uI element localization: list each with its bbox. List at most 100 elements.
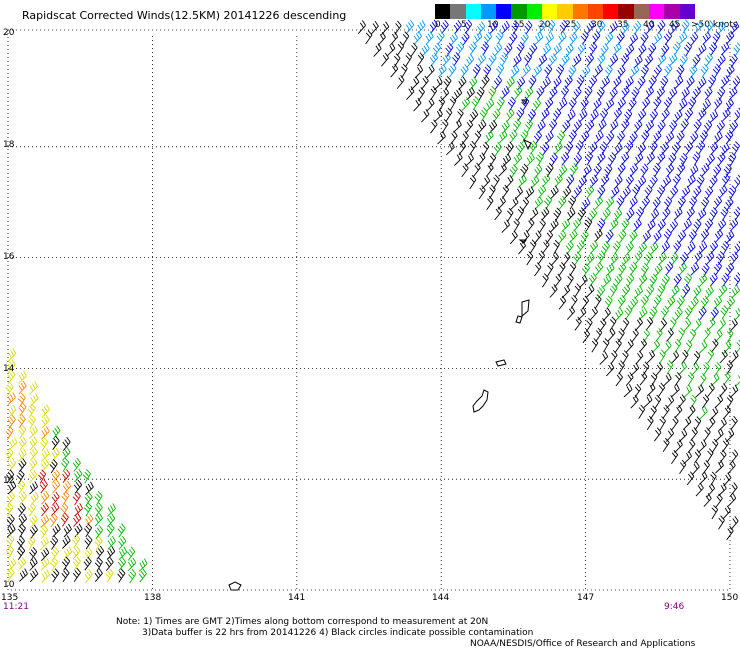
wind-barb — [526, 251, 534, 266]
wind-barb — [594, 294, 602, 309]
wind-barb — [7, 480, 17, 495]
wind-barb — [40, 514, 50, 528]
wind-barb — [665, 131, 675, 145]
wind-barb — [538, 53, 548, 68]
wind-barb — [553, 207, 562, 222]
wind-barb — [666, 360, 674, 375]
wind-barb — [614, 307, 624, 322]
wind-barb — [72, 457, 81, 472]
wind-barb — [534, 164, 543, 179]
wind-barb — [680, 118, 689, 133]
wind-barb — [72, 491, 81, 506]
wind-barb — [479, 107, 488, 122]
wind-barb — [566, 109, 576, 123]
wind-barb — [689, 394, 697, 410]
wind-barb — [621, 118, 630, 133]
wind-barb — [541, 141, 550, 156]
wind-barb — [401, 63, 408, 79]
wind-barb — [657, 251, 667, 266]
wind-barb — [556, 130, 566, 145]
wind-barb — [580, 30, 589, 45]
wind-barb — [635, 206, 645, 221]
wind-barb — [693, 285, 702, 299]
wind-barb — [477, 21, 486, 36]
wind-barb — [478, 185, 486, 200]
wind-barb — [666, 163, 675, 178]
wind-barb — [61, 556, 71, 571]
wind-barb — [681, 19, 690, 34]
wind-barb — [548, 53, 557, 67]
wind-barb — [616, 31, 625, 46]
wind-barb — [580, 229, 589, 245]
wind-barb — [599, 108, 609, 123]
wind-barb — [726, 525, 734, 541]
wind-barb — [481, 175, 491, 190]
wind-barb — [644, 53, 654, 68]
wind-barb — [691, 461, 700, 476]
wind-barb — [27, 414, 36, 430]
wind-barb — [461, 163, 469, 178]
wind-barb — [572, 20, 581, 35]
colorbar-swatch — [557, 4, 573, 19]
wind-barb — [553, 107, 562, 123]
wind-barb — [72, 545, 81, 560]
wind-barb — [542, 76, 551, 91]
wind-barb — [127, 557, 137, 572]
wind-barb — [574, 283, 582, 298]
lat-label-16: 16 — [3, 252, 15, 262]
wind-barb — [625, 43, 635, 58]
wind-barb — [405, 52, 412, 67]
wind-barb — [686, 206, 695, 221]
wind-barb — [553, 76, 562, 90]
wind-barb — [704, 86, 713, 101]
wind-barb — [573, 217, 582, 232]
wind-barb — [653, 31, 663, 46]
wind-barb — [727, 460, 736, 475]
wind-barb — [512, 53, 522, 68]
wind-barb — [717, 218, 727, 233]
wind-barb — [690, 427, 698, 441]
wind-barb — [698, 273, 708, 288]
wind-barb — [592, 98, 602, 112]
wind-barb — [526, 218, 535, 232]
wind-barb — [653, 130, 662, 145]
wind-barb — [693, 185, 702, 200]
wind-barb — [390, 63, 399, 78]
wind-barb — [41, 404, 50, 418]
wind-barb — [18, 424, 27, 439]
wind-barb — [49, 459, 58, 474]
wind-barb — [569, 162, 579, 178]
wind-barb — [465, 153, 474, 167]
wind-barb — [729, 218, 739, 232]
wind-barb — [667, 295, 676, 310]
wind-barb — [511, 20, 520, 35]
wind-barb — [641, 129, 650, 144]
wind-barb — [709, 174, 718, 189]
wind-barb — [673, 240, 682, 255]
note-line-3: NOAA/NESDIS/Office of Research and Appli… — [470, 639, 696, 649]
wind-barb — [549, 283, 558, 298]
wind-barb — [720, 74, 730, 89]
wind-barb — [540, 107, 550, 122]
wind-barb — [706, 251, 715, 265]
wind-barb — [550, 185, 559, 200]
wind-barb — [530, 175, 540, 189]
wind-barb — [85, 481, 94, 496]
wind-barb — [617, 294, 626, 309]
wind-barb — [568, 64, 577, 79]
wind-barb — [614, 338, 622, 353]
wind-barb — [695, 482, 704, 497]
wind-barb — [478, 119, 487, 134]
colorbar-swatch — [633, 4, 649, 19]
wind-barb — [595, 261, 604, 276]
wind-barb — [716, 250, 725, 266]
wind-barb — [486, 162, 494, 177]
wind-barb — [506, 207, 514, 223]
wind-barb — [526, 152, 535, 167]
wind-barb — [394, 20, 402, 35]
wind-barb — [573, 251, 582, 266]
wind-barb — [597, 250, 606, 265]
wind-barb — [645, 119, 655, 134]
wind-barb — [107, 535, 116, 550]
